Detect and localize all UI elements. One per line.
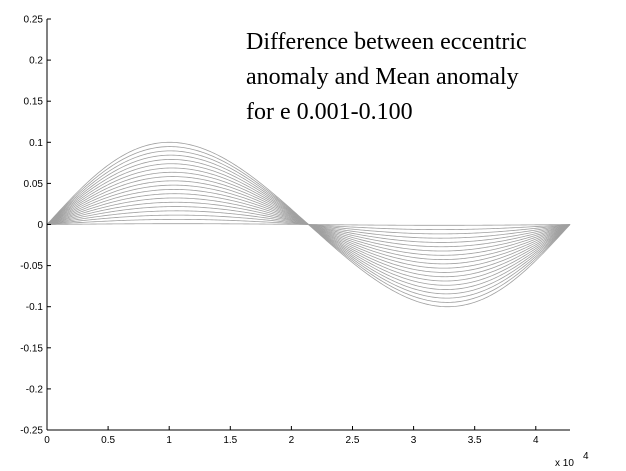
series-lines: [46, 141, 571, 308]
x-tick-label: 0.5: [101, 435, 115, 446]
x-tick-label: 2: [289, 435, 295, 446]
x-tick-label: 3.5: [468, 435, 482, 446]
x-tick-label: 3: [411, 435, 417, 446]
y-tick-label: -0.25: [20, 426, 43, 437]
title-line-2: anomaly and Mean anomaly: [246, 64, 519, 90]
y-tick-label: -0.1: [26, 302, 44, 313]
y-tick-label: 0.25: [24, 15, 44, 26]
y-tick-label: 0.05: [24, 179, 44, 190]
y-tick-label: -0.05: [20, 261, 43, 272]
x-multiplier: x 10 4: [555, 451, 589, 469]
y-ticks: 0.25 0.2 0.15 0.1 0.05 0 -0.05 -0.1 -0.15 -0.2 -0.…: [20, 15, 51, 437]
title-line-1: Difference between eccentric: [246, 29, 527, 55]
x-multiplier-label: x 10: [555, 458, 574, 469]
series-line: [46, 141, 571, 308]
x-tick-label: 4: [533, 435, 539, 446]
y-tick-label: 0.15: [24, 97, 44, 108]
y-tick-label: 0: [37, 220, 43, 231]
x-tick-label: 2.5: [346, 435, 360, 446]
x-multiplier-exponent: 4: [583, 451, 589, 462]
y-tick-label: -0.2: [26, 384, 44, 395]
x-tick-label: 1.5: [223, 435, 237, 446]
chart-title: Difference between eccentric anomaly and…: [246, 29, 527, 125]
y-tick-label: -0.15: [20, 343, 43, 354]
title-line-3: for e 0.001-0.100: [246, 99, 413, 125]
y-tick-label: 0.1: [29, 138, 43, 149]
y-tick-label: 0.2: [29, 56, 43, 67]
x-ticks: 0 0.5 1 1.5 2 2.5 3 3.5 4: [44, 426, 539, 446]
x-tick-label: 0: [44, 435, 50, 446]
x-tick-label: 1: [166, 435, 172, 446]
